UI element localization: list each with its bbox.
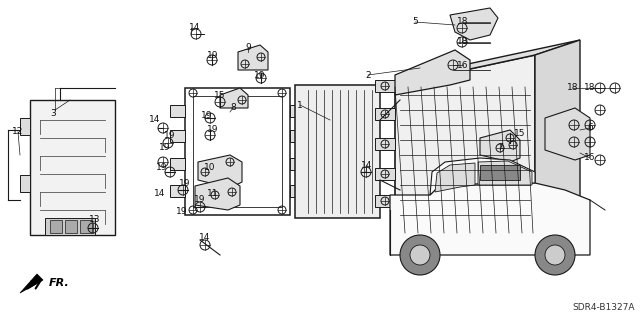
Polygon shape [545,108,590,160]
Polygon shape [290,158,300,170]
Polygon shape [395,55,535,235]
Text: 7: 7 [497,144,503,152]
Polygon shape [20,118,30,135]
Circle shape [400,235,440,275]
Text: 14: 14 [362,160,372,169]
Polygon shape [170,130,185,142]
Text: 8: 8 [230,103,236,113]
Polygon shape [30,100,115,235]
Text: 19: 19 [156,164,168,173]
Text: 14: 14 [199,234,211,242]
Text: 14: 14 [149,115,161,124]
Text: 19: 19 [159,144,171,152]
Polygon shape [430,158,535,195]
Text: 10: 10 [204,164,216,173]
Text: SDR4-B1327A: SDR4-B1327A [573,303,635,312]
Circle shape [545,245,565,265]
Polygon shape [45,218,95,235]
Text: 13: 13 [89,216,100,225]
Polygon shape [480,130,520,162]
Text: 19: 19 [179,179,191,188]
Polygon shape [375,195,395,207]
Polygon shape [170,185,185,197]
Polygon shape [290,130,300,142]
Text: 18: 18 [457,18,468,26]
Polygon shape [170,158,185,170]
Text: 5: 5 [412,18,418,26]
Polygon shape [535,40,580,215]
Text: 16: 16 [584,153,596,162]
Text: 19: 19 [201,110,212,120]
Polygon shape [395,50,470,95]
Text: FR.: FR. [49,278,70,288]
Polygon shape [395,40,580,85]
Polygon shape [450,8,498,40]
Text: 12: 12 [12,128,24,137]
Text: 3: 3 [50,109,56,118]
Polygon shape [480,165,520,180]
Polygon shape [238,45,268,70]
Text: 6: 6 [587,123,593,132]
Text: 14: 14 [189,24,201,33]
Text: 18: 18 [584,84,596,93]
Polygon shape [375,108,395,120]
Polygon shape [195,178,240,210]
Text: 19: 19 [207,50,219,60]
Circle shape [410,245,430,265]
Polygon shape [290,185,300,197]
Text: 18: 18 [567,84,579,93]
Polygon shape [290,105,300,117]
Polygon shape [65,220,77,233]
Text: 19: 19 [207,125,219,135]
Polygon shape [20,274,43,293]
Text: 9: 9 [245,43,251,53]
Polygon shape [80,220,92,233]
Text: 19: 19 [164,130,176,139]
Text: 14: 14 [154,189,166,197]
Text: 18: 18 [457,38,468,47]
Text: 19: 19 [254,70,266,79]
Polygon shape [375,168,395,180]
Polygon shape [50,220,62,233]
Text: 11: 11 [207,189,219,197]
Polygon shape [20,175,30,192]
Polygon shape [198,155,242,188]
Text: 2: 2 [365,70,371,79]
Text: 15: 15 [515,129,525,137]
Polygon shape [220,88,248,108]
Text: 15: 15 [214,91,226,100]
Text: 19: 19 [176,207,188,217]
Text: 19: 19 [195,196,205,204]
Text: 16: 16 [457,61,468,70]
Polygon shape [375,138,395,150]
Text: 1: 1 [297,100,303,109]
Circle shape [535,235,575,275]
Polygon shape [375,80,395,92]
Polygon shape [295,85,380,218]
Polygon shape [435,163,475,192]
Polygon shape [170,105,185,117]
Polygon shape [478,161,532,185]
Polygon shape [390,183,590,255]
